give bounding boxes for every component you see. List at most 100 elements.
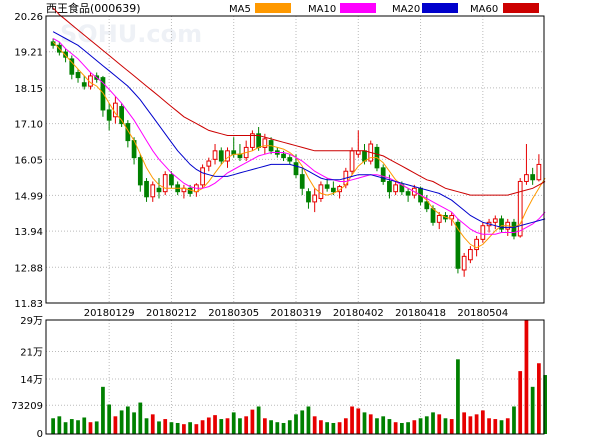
volume-bar [213, 415, 217, 434]
candle-body [511, 221, 517, 237]
line-ma5 [52, 41, 546, 249]
line-ma20 [52, 31, 546, 228]
volume-bar [456, 359, 460, 434]
candle-body [436, 215, 442, 223]
volume-bar [537, 363, 541, 434]
volume-bar [393, 422, 398, 434]
price-y-tick-label: 12.88 [14, 263, 43, 274]
volume-y-tick-label: 73209 [11, 401, 43, 412]
price-y-axis: 20.26 19.21 18.15 17.10 16.05 14.99 13.94 12.88… [14, 12, 43, 310]
line-ma60 [52, 7, 546, 196]
candle-body [355, 150, 361, 155]
candle-body [499, 218, 504, 230]
volume-bar [144, 418, 149, 434]
volume-bar [231, 412, 236, 434]
volume-panel-frame [45, 319, 545, 435]
volume-bar [493, 419, 498, 434]
legend-swatch-ma60 [503, 3, 539, 13]
candle-body [405, 191, 411, 196]
volume-bar [150, 414, 155, 434]
price-y-tick-label: 13.94 [14, 227, 43, 238]
legend: MA5 MA10 MA20 MA60 [229, 3, 539, 15]
date-x-tick-label: 20180212 [146, 308, 197, 319]
candle-body [106, 109, 112, 121]
candle-body [206, 160, 212, 167]
volume-bar [512, 406, 516, 434]
candle-body [324, 184, 330, 189]
volume-bar [88, 422, 93, 434]
legend-label-ma60: MA60 [470, 4, 498, 15]
volume-bar [76, 420, 80, 434]
volume-bar [325, 422, 330, 434]
candle-body [430, 208, 436, 223]
volume-bar [418, 418, 423, 434]
volume-bar [57, 416, 62, 434]
volume-bar [132, 412, 136, 434]
watermark: SOHU.com [60, 20, 202, 48]
volume-bar [169, 422, 174, 434]
volume-bar [82, 417, 87, 434]
volume-bar [518, 371, 523, 434]
date-x-tick-label: 20180129 [84, 308, 135, 319]
candle-body [468, 249, 473, 261]
volume-grid [46, 320, 544, 434]
volume-bar [194, 424, 199, 434]
candle-body [387, 180, 392, 193]
chart-title: 西王食品(000639) [46, 1, 141, 15]
volume-bar [350, 406, 354, 434]
volume-y-tick-label: 14万 [20, 375, 43, 386]
volume-bar [219, 419, 224, 434]
candle-body [524, 174, 529, 182]
candle-body [492, 218, 498, 223]
volume-bar [138, 402, 143, 434]
volume-bar-series [51, 320, 547, 434]
volume-bar [449, 419, 454, 434]
candle-body [81, 82, 87, 87]
volume-bar [499, 420, 504, 434]
candle-body [380, 167, 386, 182]
candle-body [318, 184, 324, 199]
candle-body [125, 123, 131, 142]
volume-bar [474, 414, 479, 434]
volume-bar [400, 422, 404, 434]
volume-y-axis: 29万 21万 14万 73209 0 [11, 316, 43, 440]
price-y-tick-label: 19.21 [14, 48, 43, 59]
volume-bar [244, 416, 249, 434]
volume-bar [275, 422, 280, 434]
volume-bar [356, 408, 361, 434]
volume-bar [63, 422, 68, 434]
volume-bar [319, 420, 323, 434]
volume-bar [368, 414, 373, 434]
price-y-tick-label: 16.05 [14, 155, 43, 166]
candle-body [461, 255, 467, 271]
volume-bar [487, 418, 491, 434]
volume-bar [101, 386, 105, 434]
volume-bar [287, 420, 292, 434]
candle-body [250, 133, 255, 148]
volume-bar [424, 416, 429, 434]
volume-bar [443, 418, 448, 434]
date-x-tick-label: 20180402 [333, 308, 384, 319]
candle-body [225, 150, 230, 162]
volume-bar [281, 422, 286, 434]
candle-body [530, 174, 536, 181]
volume-bar [182, 424, 186, 434]
volume-bar [175, 422, 180, 434]
candle-body [75, 72, 81, 79]
volume-bar [188, 422, 192, 434]
candle-body [162, 174, 168, 193]
candle-body [330, 187, 336, 193]
candle-body [137, 157, 143, 186]
candle-body [287, 157, 293, 162]
candle-body [480, 225, 486, 240]
price-y-tick-label: 11.83 [14, 299, 43, 310]
candle-body [337, 186, 342, 193]
volume-bar [462, 412, 467, 434]
volume-bar [412, 420, 417, 434]
volume-bar [406, 422, 410, 434]
candle-body [150, 184, 156, 198]
volume-y-tick-label: 21万 [20, 347, 43, 358]
candle-body [293, 162, 299, 176]
date-x-axis: 20180129 20180212 20180305 20180319 20180402… [84, 308, 509, 319]
